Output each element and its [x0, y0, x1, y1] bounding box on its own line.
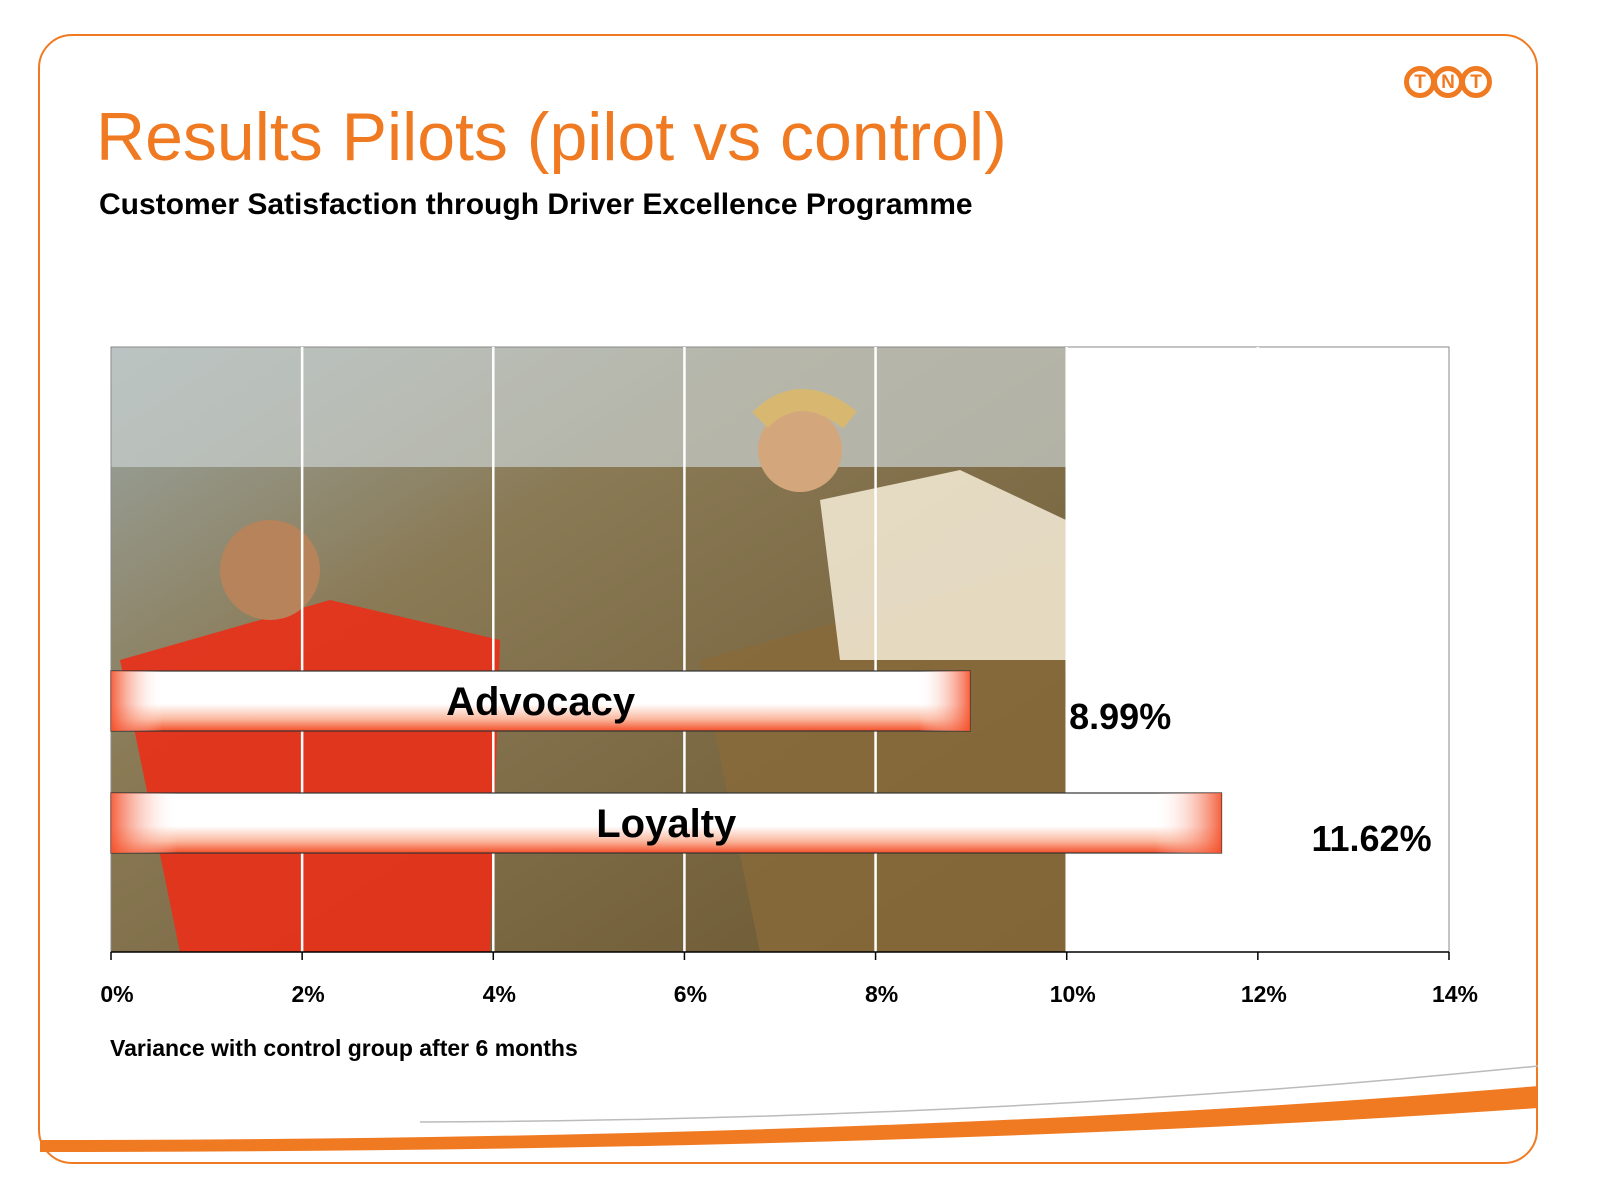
- x-tick-label: 2%: [292, 981, 325, 1007]
- x-tick-label: 10%: [1050, 981, 1096, 1007]
- footer-swoosh: [40, 1086, 1538, 1152]
- slide-subtitle: Customer Satisfaction through Driver Exc…: [99, 188, 973, 221]
- bars: Advocacy 8.99% Loyalty 11.62%: [110, 670, 1432, 859]
- logo-letter-t1: T: [1404, 66, 1436, 98]
- x-tick-label: 8%: [865, 981, 898, 1007]
- logo-letter-t2: T: [1460, 66, 1492, 98]
- x-tick-label: 4%: [483, 981, 516, 1007]
- value-label-advocacy: 8.99%: [1069, 696, 1171, 737]
- value-label-loyalty: 11.62%: [1311, 818, 1431, 859]
- x-tick-label: 6%: [674, 981, 707, 1007]
- bar-shade-loyalty: [111, 793, 1222, 853]
- x-tick-label: 14%: [1432, 981, 1478, 1007]
- x-tick-label: 12%: [1241, 981, 1287, 1007]
- background-photo: [111, 347, 1066, 952]
- bar-label-loyalty: Loyalty: [596, 802, 737, 846]
- tnt-logo: T N T: [1404, 66, 1492, 98]
- bar-label-advocacy: Advocacy: [446, 680, 636, 724]
- bar-shade-advocacy: [111, 671, 971, 731]
- x-tick-label: 0%: [100, 981, 133, 1007]
- x-axis-title: Variance with control group after 6 mont…: [110, 1035, 578, 1061]
- x-axis: 0% 2% 4% 6% 8% 10% 12% 14%: [100, 951, 1478, 1007]
- footer-swoosh-line: [419, 1065, 1539, 1123]
- slide-frame: [38, 34, 1538, 1164]
- slide-title: Results Pilots (pilot vs control): [96, 99, 1007, 175]
